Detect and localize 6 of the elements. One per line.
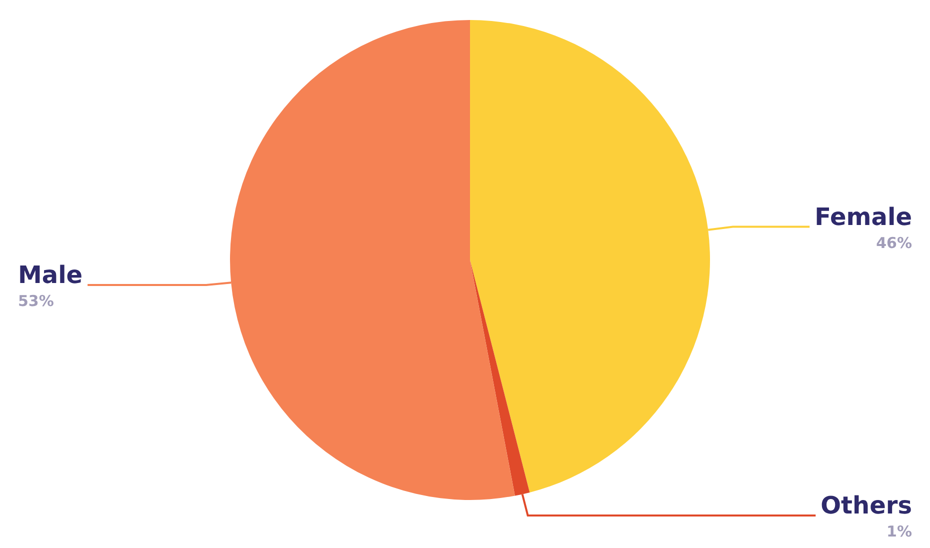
data-label: 46% <box>876 234 912 252</box>
data-label: 1% <box>886 522 912 540</box>
slice-label: Male <box>18 260 83 289</box>
slice-label: Female <box>814 202 912 231</box>
data-label: 53% <box>18 292 54 310</box>
slice-label: Others <box>820 492 912 520</box>
